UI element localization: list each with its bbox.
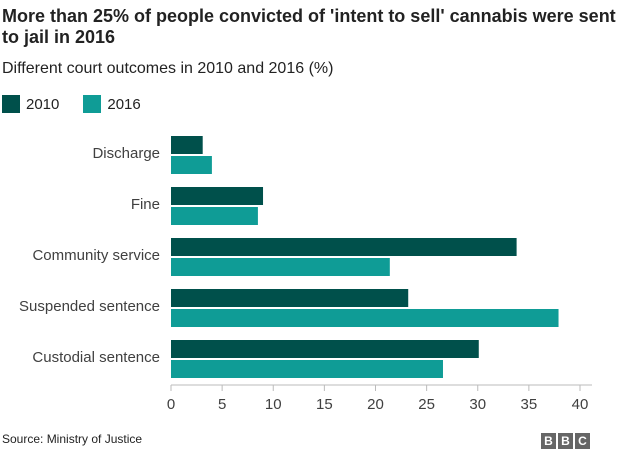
category-label: Fine <box>131 196 160 213</box>
legend-swatch-2010 <box>2 95 20 113</box>
bar-2016 <box>171 258 390 276</box>
legend-item-2016: 2016 <box>83 95 141 113</box>
category-label: Discharge <box>92 145 160 162</box>
bar-2016 <box>171 360 443 378</box>
bar-2010 <box>171 340 479 358</box>
chart-subtitle: Different court outcomes in 2010 and 201… <box>2 60 334 77</box>
bar-2010 <box>171 187 264 205</box>
category-label: Community service <box>32 247 160 264</box>
bar-chart: Discharge Fine Community service Suspended … <box>19 136 592 413</box>
bbc-logo-letter: C <box>575 433 590 449</box>
x-tick-label: 5 <box>218 396 226 413</box>
bar-2016 <box>171 207 258 225</box>
bar-2016 <box>171 156 212 174</box>
x-tick-label: 20 <box>367 396 384 413</box>
bbc-logo-letter: B <box>558 433 573 449</box>
category-label: Custodial sentence <box>32 349 160 366</box>
x-tick-label: 25 <box>418 396 435 413</box>
bar-2010 <box>171 289 409 307</box>
legend: 2010 2016 <box>2 95 165 113</box>
legend-swatch-2016 <box>83 95 102 113</box>
x-tick-label: 35 <box>521 396 538 413</box>
bar-2010 <box>171 136 203 154</box>
bar-2016 <box>171 309 559 327</box>
bbc-logo-letter: B <box>541 433 556 449</box>
category-label: Suspended sentence <box>19 298 160 315</box>
x-tick-label: 30 <box>469 396 486 413</box>
x-tick-label: 40 <box>572 396 589 413</box>
bar-2010 <box>171 238 517 256</box>
chart-title: More than 25% of people convicted of 'in… <box>2 6 616 47</box>
bbc-logo: B B C <box>539 433 590 449</box>
x-tick-label: 0 <box>167 396 175 413</box>
source-note: Source: Ministry of Justice <box>2 432 143 446</box>
legend-label-2010: 2010 <box>26 95 60 113</box>
x-tick-label: 15 <box>316 396 333 413</box>
legend-item-2010: 2010 <box>2 95 59 113</box>
x-tick-label: 10 <box>265 396 282 413</box>
legend-label-2016: 2016 <box>107 95 141 113</box>
